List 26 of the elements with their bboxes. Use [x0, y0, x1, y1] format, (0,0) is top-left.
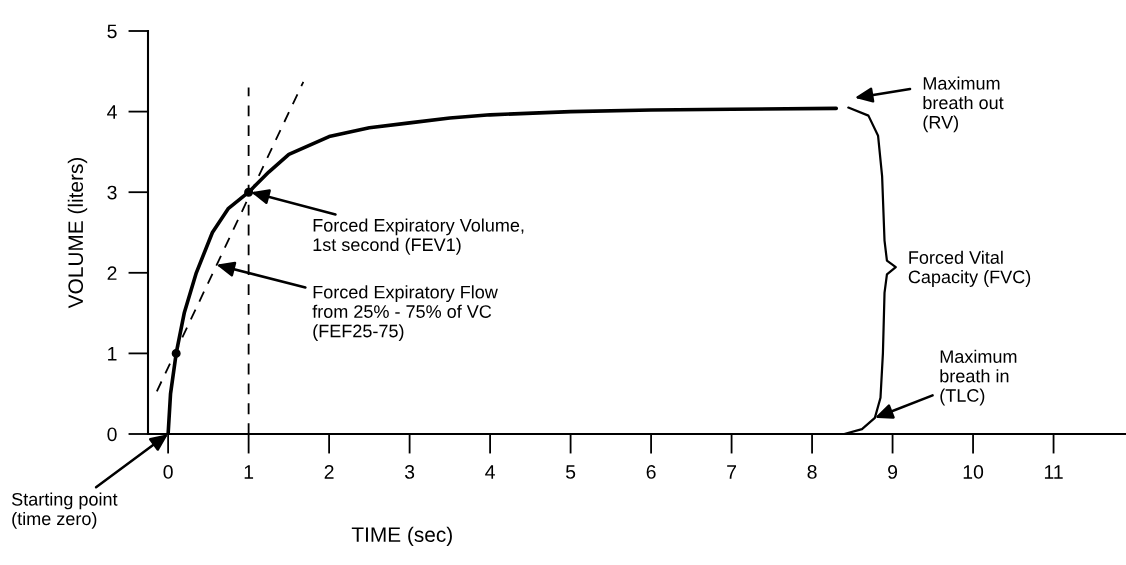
x-tick-label: 2 [324, 465, 334, 479]
y-tick-label: 3 [107, 185, 117, 200]
x-tick-label: 9 [888, 465, 898, 479]
x-axis-title: TIME (sec) [351, 526, 452, 547]
y-tick-label: 4 [107, 105, 117, 119]
y-tick-label: 0 [107, 427, 117, 442]
annotation: Forced Vital Capacity (FVC) [908, 250, 1031, 287]
x-tick-label: 3 [404, 465, 415, 479]
x-tick-label: 0 [163, 465, 173, 479]
annotation: Maximum breath in (TLC) [940, 349, 1017, 406]
y-axis-title: VOLUME (liters) [67, 157, 88, 309]
y-tick-label: 5 [107, 24, 117, 39]
x-tick-label: 8 [807, 465, 817, 479]
annotation: Forced Expiratory Flow from 25% - 75% of VC (FEF25-75) [312, 285, 498, 341]
x-tick-label: 10 [963, 465, 984, 479]
x-tick-label: 5 [565, 465, 576, 479]
x-tick-label: 1 [244, 465, 254, 479]
x-tick-label: 6 [646, 465, 656, 479]
annotation: Maximum breath out (RV) [923, 76, 1004, 133]
annotation: Starting point (time zero) [11, 492, 118, 529]
y-tick-label: 1 [108, 347, 117, 361]
x-tick-label: 7 [727, 465, 737, 479]
y-tick-label: 2 [107, 266, 117, 280]
x-tick-label: 4 [485, 465, 495, 479]
annotation: Forced Expiratory Volume, 1st second (FEV1) [313, 218, 524, 255]
x-tick-label: 11 [1044, 465, 1063, 479]
